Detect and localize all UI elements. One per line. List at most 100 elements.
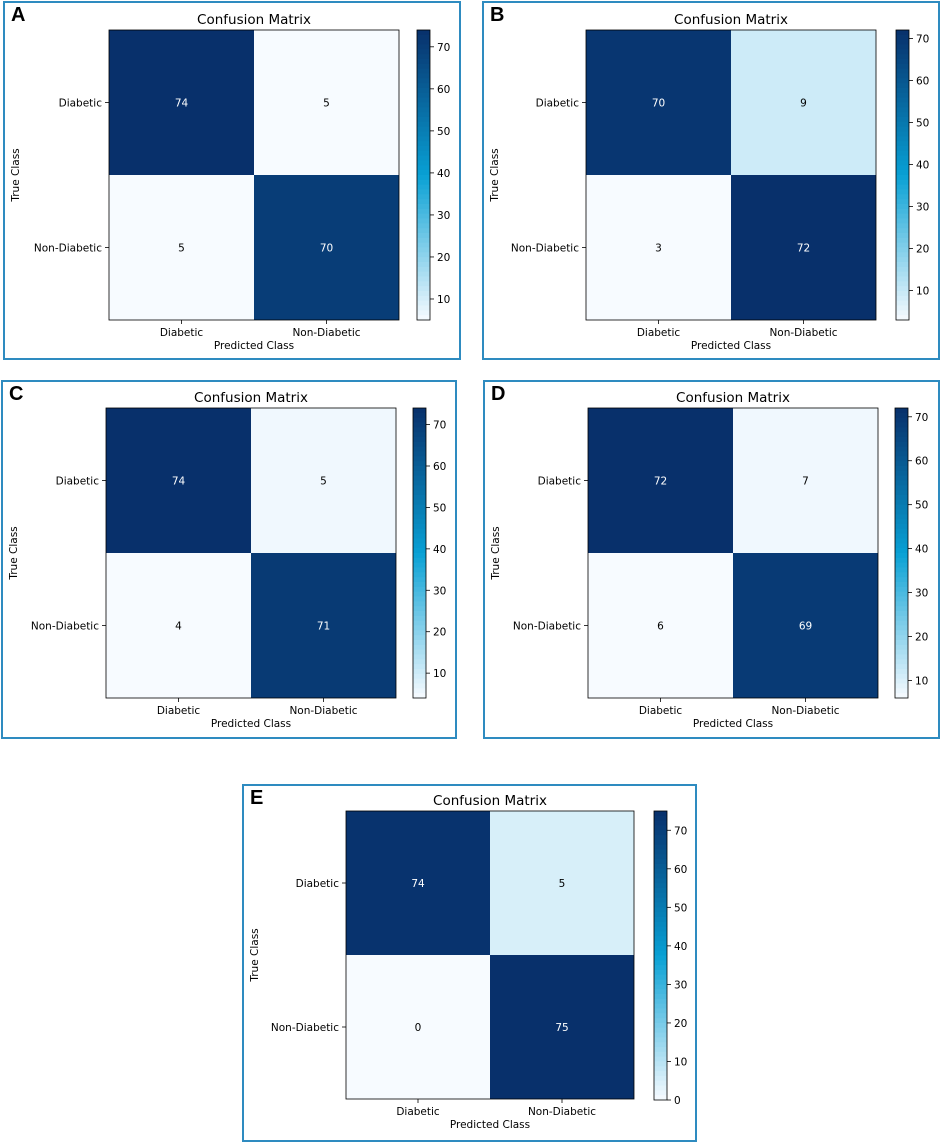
colorbar-segment	[654, 854, 667, 860]
colorbar-segment	[417, 63, 430, 70]
colorbar-segment	[417, 286, 430, 292]
colorbar-segment	[654, 921, 667, 928]
colorbar-tick-label: 0	[674, 1095, 681, 1107]
colorbar-tick-label: 10	[437, 294, 450, 306]
heatmap-cell	[588, 408, 733, 553]
colorbar-segment	[413, 499, 426, 506]
colorbar-tick-label: 30	[433, 585, 446, 597]
colorbar-segment	[413, 586, 426, 593]
colorbar-segment	[896, 78, 909, 84]
colorbar-segment	[413, 664, 426, 670]
colorbar-segment	[654, 863, 667, 870]
colorbar-segment	[895, 611, 908, 617]
x-tick-label: Diabetic	[637, 327, 681, 339]
colorbar-segment	[654, 1018, 667, 1024]
colorbar-segment	[896, 83, 909, 89]
y-tick-label: Non-Diabetic	[271, 1022, 339, 1034]
cell-value-label: 0	[415, 1022, 422, 1034]
cell-value-label: 69	[799, 621, 812, 633]
x-axis-label: Predicted Class	[214, 340, 294, 352]
cell-value-label: 71	[317, 621, 330, 633]
colorbar-segment	[895, 533, 908, 540]
cell-value-label: 5	[178, 243, 185, 255]
x-tick-label: Diabetic	[396, 1106, 440, 1118]
colorbar-segment	[417, 228, 430, 234]
colorbar-segment	[413, 635, 426, 641]
colorbar-segment	[413, 504, 426, 511]
colorbar-segment	[896, 242, 909, 249]
colorbar-segment	[895, 649, 908, 656]
colorbar-segment	[895, 548, 908, 554]
cell-value-label: 72	[654, 476, 667, 488]
chart-title: Confusion Matrix	[433, 793, 547, 809]
colorbar-segment	[654, 1037, 667, 1043]
colorbar-segment	[654, 1061, 667, 1067]
colorbar-segment	[654, 969, 667, 976]
colorbar-segment	[896, 165, 909, 171]
colorbar-segment	[413, 673, 426, 680]
colorbar-segment	[417, 54, 430, 60]
colorbar-segment	[413, 615, 426, 622]
confusion-matrix-chart: Confusion Matrix 72 7 6 69 Diabetic Non-Diabet…	[490, 390, 928, 730]
colorbar-segment	[895, 591, 908, 598]
confusion-matrix-chart: Confusion Matrix 70 9 3 72 Diabetic Non-Diabet…	[489, 12, 929, 352]
colorbar-segment	[417, 262, 430, 268]
colorbar-segment	[413, 644, 426, 651]
panel-letter: C	[9, 383, 24, 405]
cell-value-label: 5	[320, 476, 327, 488]
colorbar-segment	[896, 88, 909, 94]
y-axis-label: True Class	[10, 148, 22, 202]
colorbar-segment	[896, 34, 909, 41]
cell-value-label: 3	[655, 243, 662, 255]
colorbar-segment	[896, 223, 909, 229]
colorbar-segment	[895, 485, 908, 491]
colorbar-segment	[417, 281, 430, 287]
colorbar-segment	[896, 107, 909, 113]
colorbar-tick-label: 60	[437, 84, 450, 96]
colorbar-segment	[654, 912, 667, 918]
colorbar-segment	[417, 49, 430, 55]
colorbar-segment	[895, 620, 908, 627]
colorbar-tick-label: 70	[433, 420, 446, 432]
colorbar-segment	[417, 247, 430, 253]
colorbar-segment	[417, 179, 430, 186]
colorbar-segment	[896, 150, 909, 157]
colorbar-segment	[413, 437, 426, 443]
colorbar-segment	[896, 257, 909, 263]
colorbar-tick-label: 50	[433, 502, 446, 514]
cell-value-label: 6	[657, 621, 664, 633]
colorbar-segment	[413, 490, 426, 496]
colorbar-segment	[417, 315, 430, 321]
colorbar-segment	[896, 63, 909, 70]
heatmap-cell	[254, 30, 399, 175]
colorbar-segment	[413, 591, 426, 598]
colorbar-segment	[895, 606, 908, 612]
colorbar-segment	[654, 1075, 667, 1082]
colorbar-tick-label: 50	[674, 902, 687, 914]
colorbar-segment	[654, 878, 667, 884]
colorbar-tick-label: 20	[437, 252, 450, 264]
colorbar-segment	[417, 165, 430, 171]
plot-frame	[585, 29, 877, 321]
colorbar-segment	[417, 233, 430, 239]
colorbar-frame	[894, 407, 909, 699]
colorbar-segment	[896, 92, 909, 99]
heatmap-cell	[588, 553, 733, 698]
colorbar-segment	[896, 54, 909, 60]
colorbar-tick-label: 70	[915, 412, 928, 424]
colorbar-segment	[895, 678, 908, 685]
colorbar-segment	[895, 640, 908, 646]
colorbar-segment	[895, 451, 908, 457]
colorbar-segment	[654, 945, 667, 952]
colorbar-segment	[895, 461, 908, 467]
heatmap-cell	[254, 175, 399, 320]
heatmap-cell	[106, 553, 251, 698]
colorbar-segment	[654, 965, 667, 971]
colorbar-segment	[896, 281, 909, 287]
panel-letter: B	[490, 4, 505, 26]
x-tick-label: Diabetic	[639, 705, 683, 717]
colorbar-segment	[895, 577, 908, 583]
x-axis-label: Predicted Class	[693, 718, 773, 730]
colorbar-segment	[895, 669, 908, 675]
x-axis-label: Predicted Class	[450, 1119, 530, 1131]
